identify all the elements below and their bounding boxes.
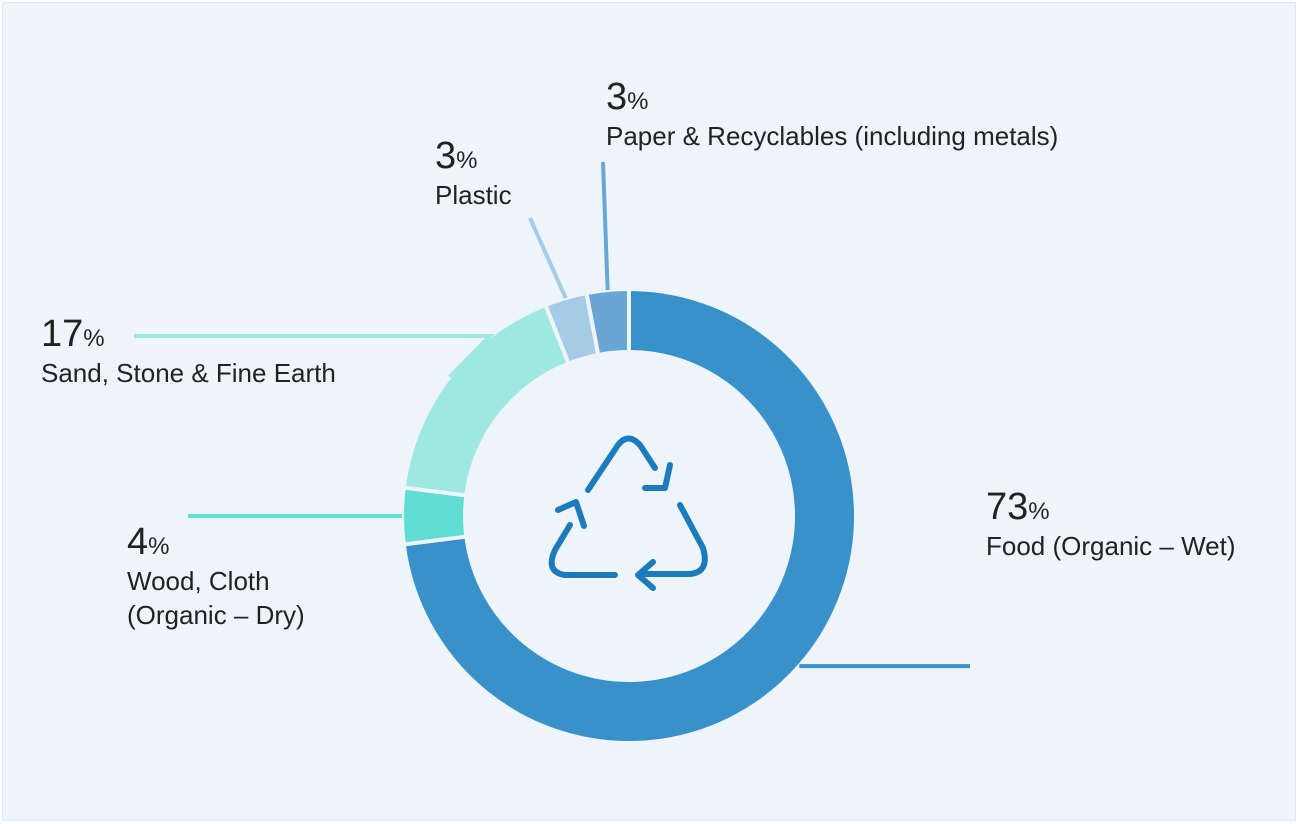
leader-line-paper <box>601 161 610 291</box>
leader-line-plastic <box>528 217 568 299</box>
slice-value: 17 <box>41 313 84 355</box>
slice-unit: % <box>83 325 105 352</box>
leader-line-sand-stone <box>134 334 495 379</box>
slice-unit: % <box>148 533 170 560</box>
leader-lines <box>134 161 970 669</box>
slice-name: Wood, Cloth (Organic – Dry) <box>127 566 305 630</box>
donut-slices <box>400 286 858 745</box>
slice-unit: % <box>456 147 478 174</box>
donut-slice-food <box>401 286 858 745</box>
slice-name: Sand, Stone & Fine Earth <box>41 358 336 388</box>
slice-label-sand-stone: 17% Sand, Stone & Fine Earth <box>41 315 336 391</box>
slice-name: Food (Organic – Wet) <box>986 531 1236 561</box>
slice-value: 3 <box>606 76 628 118</box>
slice-value: 73 <box>986 486 1029 528</box>
recycle-icon <box>548 435 708 591</box>
slice-value: 4 <box>127 521 149 563</box>
slice-name: Plastic <box>435 180 512 210</box>
slice-unit: % <box>1028 498 1050 525</box>
slice-unit: % <box>627 88 649 115</box>
slice-value: 3 <box>435 135 457 177</box>
slice-label-plastic: 3% Plastic <box>435 137 512 213</box>
slice-label-wood-cloth: 4% Wood, Cloth (Organic – Dry) <box>127 523 305 633</box>
donut-slice-paper <box>584 286 631 358</box>
slice-name: Paper & Recyclables (including metals) <box>606 121 1059 151</box>
slice-label-food: 73% Food (Organic – Wet) <box>986 488 1236 564</box>
donut-slice-sand-stone <box>401 302 572 498</box>
slice-label-paper: 3% Paper & Recyclables (including metals… <box>606 78 1058 154</box>
